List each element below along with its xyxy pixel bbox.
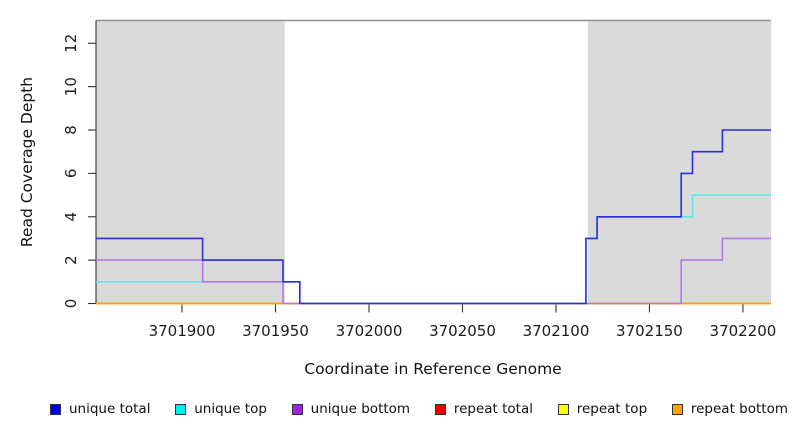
legend-swatch bbox=[175, 403, 187, 415]
y-tick-label: 8 bbox=[62, 125, 80, 135]
legend-label: repeat bottom bbox=[690, 401, 788, 417]
x-tick-label: 3701950 bbox=[242, 322, 309, 340]
legend-swatch bbox=[671, 403, 683, 415]
y-tick-label: 6 bbox=[62, 169, 80, 179]
y-axis: 0 2 4 6 8 10 12 bbox=[62, 34, 96, 309]
x-tick-label: 3702050 bbox=[429, 322, 496, 340]
series-unique-total bbox=[96, 129, 771, 305]
legend-label: repeat total bbox=[453, 401, 533, 417]
x-axis-title: Coordinate in Reference Genome bbox=[304, 360, 561, 378]
x-tick-label: 3702200 bbox=[710, 322, 777, 340]
repeat-region bbox=[587, 21, 771, 304]
legend-swatch bbox=[291, 403, 303, 415]
legend-swatch bbox=[557, 403, 569, 415]
legend-item: unique bottom bbox=[291, 401, 411, 417]
x-tick-label: 3702150 bbox=[616, 322, 683, 340]
y-tick-label: 2 bbox=[62, 255, 80, 265]
legend-swatch bbox=[434, 403, 446, 415]
legend-label: unique top bbox=[194, 401, 267, 417]
series-lines bbox=[96, 129, 771, 305]
legend-item: repeat bottom bbox=[671, 401, 788, 417]
plot-frame bbox=[95, 19, 771, 304]
legend-label: unique bottom bbox=[310, 401, 411, 417]
x-axis: 3701900 3701950 3702000 3702050 3702100 37021… bbox=[149, 304, 777, 340]
legend-item: repeat top bbox=[557, 401, 648, 417]
legend-item: unique top bbox=[175, 401, 267, 417]
x-tick-label: 3701900 bbox=[149, 322, 216, 340]
legend-item: unique total bbox=[50, 401, 150, 417]
y-tick-label: 0 bbox=[62, 299, 80, 309]
y-tick-label: 10 bbox=[62, 77, 80, 96]
y-tick-label: 12 bbox=[62, 34, 80, 53]
legend-swatch bbox=[50, 403, 61, 415]
legend-label: unique total bbox=[69, 401, 151, 417]
repeat-region bbox=[96, 21, 285, 304]
repeat-region-shading bbox=[96, 21, 771, 304]
x-tick-label: 3702100 bbox=[523, 322, 590, 340]
y-tick-label: 4 bbox=[62, 212, 80, 222]
x-tick-label: 3702000 bbox=[336, 322, 403, 340]
legend-label: repeat top bbox=[576, 401, 648, 417]
legend-item: repeat total bbox=[434, 401, 533, 417]
legend: unique total unique top unique bottom repea… bbox=[50, 394, 788, 424]
y-axis-title: Read Coverage Depth bbox=[18, 77, 36, 247]
